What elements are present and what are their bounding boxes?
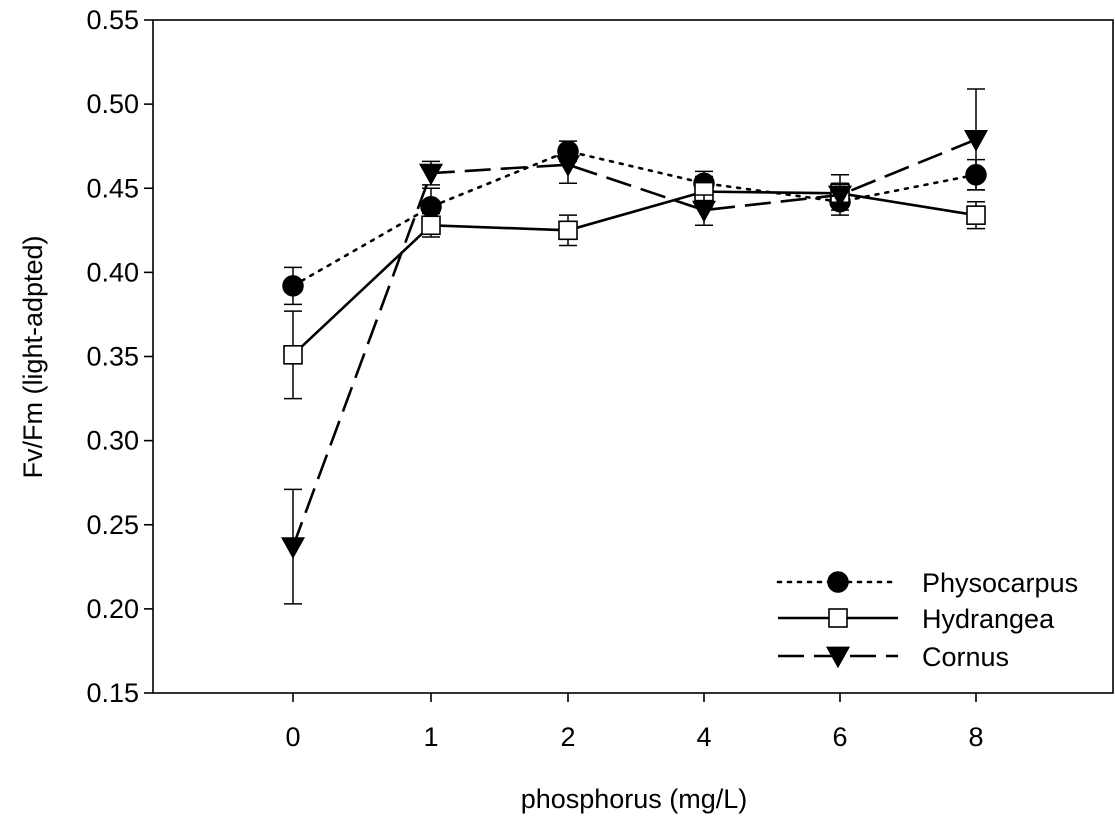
data-point <box>827 185 853 208</box>
legend-item-hydrangea: Hydrangea <box>778 604 1055 634</box>
x-axis-title: phosphorus (mg/L) <box>521 784 748 814</box>
series-line <box>291 149 978 288</box>
y-tick-label: 0.55 <box>86 5 139 35</box>
data-point <box>421 215 441 236</box>
y-tick-label: 0.30 <box>86 426 139 456</box>
x-tick-label: 0 <box>285 722 300 752</box>
legend-item-physocarpus: Physocarpus <box>776 568 1078 598</box>
series-line <box>292 190 977 356</box>
data-point <box>691 200 717 223</box>
series-cornus <box>280 88 989 605</box>
legend-label: Physocarpus <box>922 568 1078 598</box>
legend-label: Hydrangea <box>922 604 1055 634</box>
x-tick-label: 1 <box>423 722 438 752</box>
series-physocarpus <box>282 140 987 306</box>
data-point <box>966 205 986 225</box>
y-tick-label: 0.40 <box>86 257 139 287</box>
data-point <box>280 537 306 559</box>
data-point <box>558 220 578 241</box>
data-point <box>418 163 444 186</box>
y-axis-title: Fv/Fm (light-adpted) <box>18 235 48 478</box>
y-tick-label: 0.50 <box>86 89 139 119</box>
data-point <box>963 130 989 152</box>
y-tick-label: 0.45 <box>86 173 139 203</box>
legend-marker <box>825 646 851 669</box>
x-tick-label: 2 <box>560 722 575 752</box>
x-tick-label: 8 <box>968 722 983 752</box>
data-point <box>282 275 304 297</box>
y-tick-label: 0.35 <box>86 342 139 372</box>
series-line <box>291 138 977 548</box>
y-tick-label: 0.25 <box>86 510 139 540</box>
data-point <box>555 155 581 177</box>
legend-label: Cornus <box>922 642 1009 672</box>
y-tick-label: 0.20 <box>86 594 139 624</box>
x-tick-label: 4 <box>696 722 711 752</box>
legend-item-cornus: Cornus <box>778 642 1009 672</box>
x-tick-label: 6 <box>832 722 847 752</box>
legend-marker <box>827 571 849 593</box>
legend-marker <box>828 608 848 628</box>
y-tick-label: 0.15 <box>86 678 139 708</box>
data-point <box>283 345 303 365</box>
